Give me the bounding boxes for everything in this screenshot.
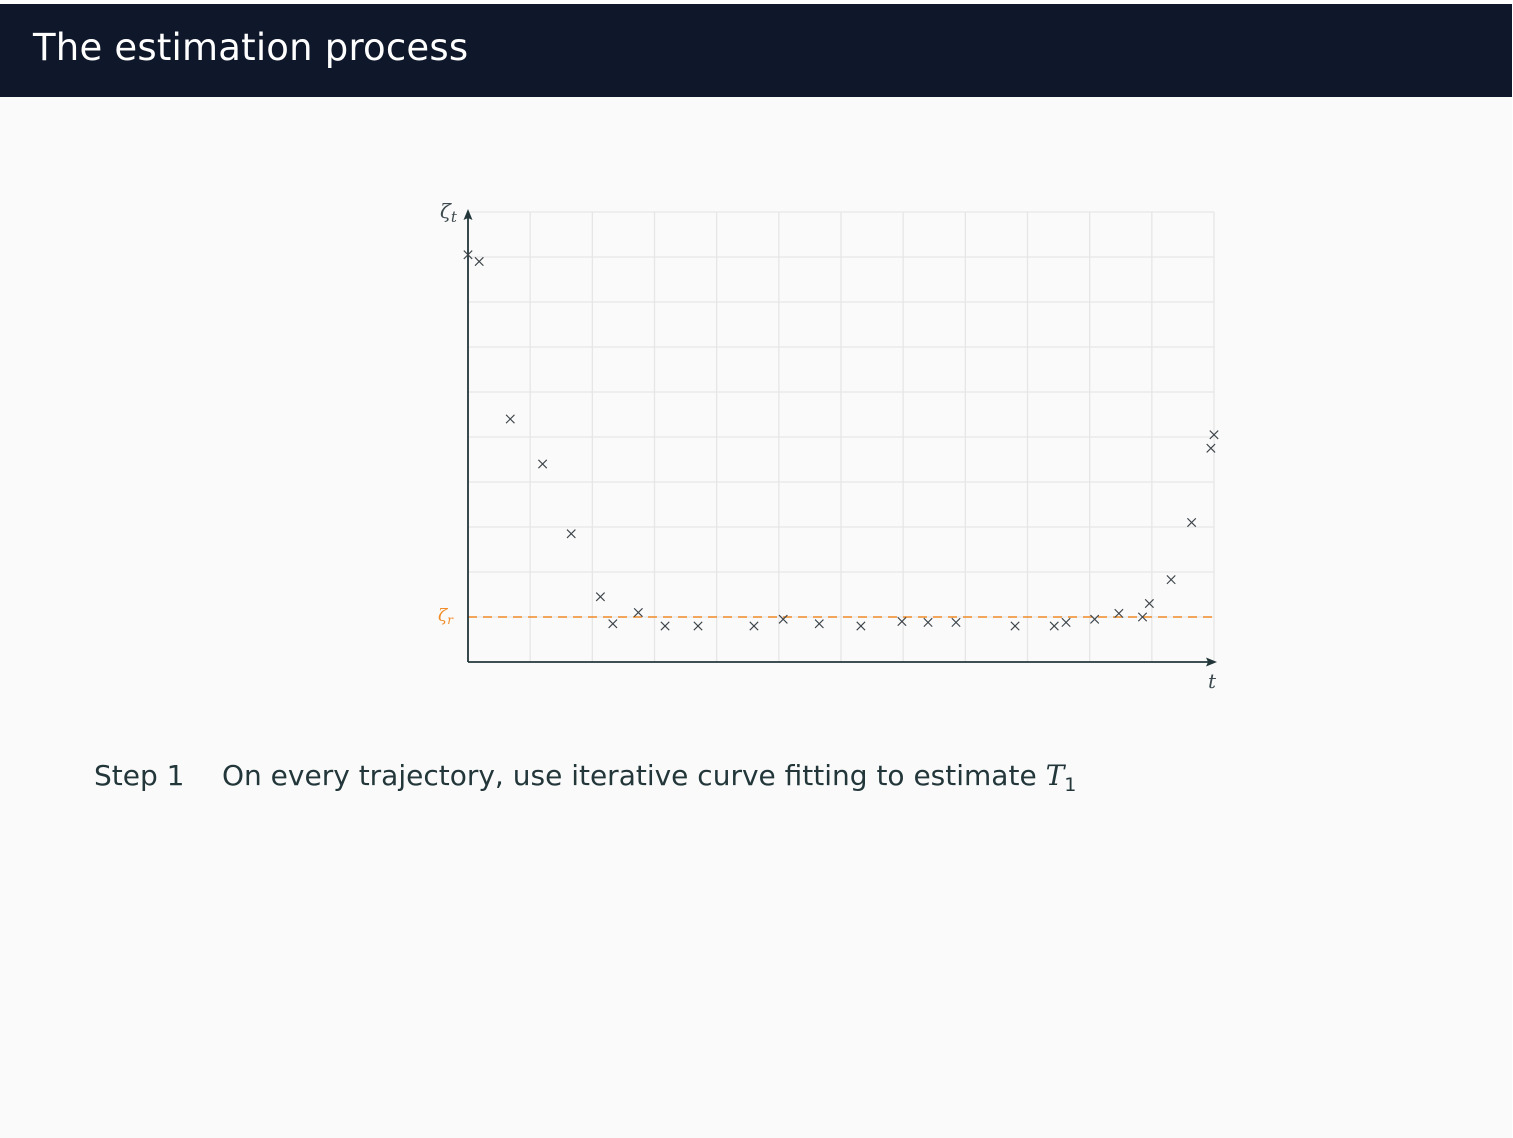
frame-title-bar: The estimation process <box>0 4 1512 97</box>
data-point <box>1206 443 1216 453</box>
data-point-stroke <box>856 621 866 631</box>
data-point <box>1187 517 1197 528</box>
slide: The estimation process ζt t ζr Step 1 On … <box>0 4 1512 1138</box>
x-axis-label: t <box>1208 669 1217 693</box>
data-point-stroke <box>566 529 576 539</box>
data-point <box>1209 430 1219 440</box>
data-point-stroke <box>1010 621 1020 631</box>
data-point-stroke <box>1187 517 1197 528</box>
reference-line-label: ζr <box>438 606 454 627</box>
data-point-stroke <box>1114 608 1124 618</box>
data-point <box>1166 575 1176 585</box>
data-point <box>856 621 866 631</box>
data-point-stroke <box>1206 443 1216 453</box>
estimation-chart: ζt t ζr <box>438 199 1219 693</box>
data-point-stroke <box>897 616 907 627</box>
data-point-stroke <box>778 614 788 624</box>
data-point-stroke <box>749 621 759 631</box>
data-point <box>778 614 788 624</box>
data-point <box>1049 621 1059 631</box>
data-point-stroke <box>693 621 703 631</box>
data-point <box>660 621 670 631</box>
data-point <box>1144 598 1154 609</box>
axes-layer <box>463 209 1217 667</box>
y-axis-arrow-icon <box>463 209 473 220</box>
data-point <box>463 250 473 260</box>
data-point-stroke <box>608 619 618 629</box>
data-point-stroke <box>660 621 670 631</box>
step-symbol-subscript: 1 <box>1064 774 1077 796</box>
data-point-stroke <box>1209 430 1219 440</box>
data-point-stroke <box>505 414 515 424</box>
data-point <box>1061 617 1071 627</box>
data-point <box>538 459 548 469</box>
data-point-stroke <box>463 250 473 260</box>
data-point <box>897 616 907 627</box>
data-point <box>951 617 961 627</box>
data-point-stroke <box>814 619 824 629</box>
data-point <box>566 529 576 539</box>
data-point <box>693 621 703 631</box>
step-label: Step 1 <box>94 759 185 792</box>
data-point <box>474 256 484 267</box>
data-points <box>463 250 1219 631</box>
data-point-stroke <box>633 607 643 618</box>
data-point-stroke <box>474 256 484 267</box>
y-axis-label: ζt <box>440 199 458 226</box>
data-point <box>608 619 618 629</box>
data-point-stroke <box>1137 612 1148 622</box>
data-point-stroke <box>1090 614 1100 624</box>
step-1-row: Step 1 On every trajectory, use iterative… <box>94 759 1076 796</box>
data-point <box>923 617 933 627</box>
data-point <box>1090 614 1100 624</box>
data-point-stroke <box>595 592 606 602</box>
data-point <box>1010 621 1020 631</box>
data-point-stroke <box>923 617 933 627</box>
data-point-stroke <box>1049 621 1059 631</box>
data-point-stroke <box>1061 617 1071 627</box>
frame-title: The estimation process <box>33 26 469 69</box>
x-axis-arrow-icon <box>1206 657 1217 667</box>
data-point <box>505 414 515 424</box>
data-point-stroke <box>1166 575 1176 585</box>
data-point-stroke <box>1144 598 1154 609</box>
step-symbol: T <box>1045 759 1065 792</box>
data-point-stroke <box>538 459 548 469</box>
data-point <box>749 621 759 631</box>
data-point <box>1114 608 1124 618</box>
step-description: On every trajectory, use iterative curve… <box>222 759 1046 792</box>
data-point-stroke <box>951 617 961 627</box>
data-point <box>1137 612 1148 622</box>
data-point <box>633 607 643 618</box>
data-point <box>595 592 606 602</box>
data-point <box>814 619 824 629</box>
grid-layer <box>468 211 1215 662</box>
